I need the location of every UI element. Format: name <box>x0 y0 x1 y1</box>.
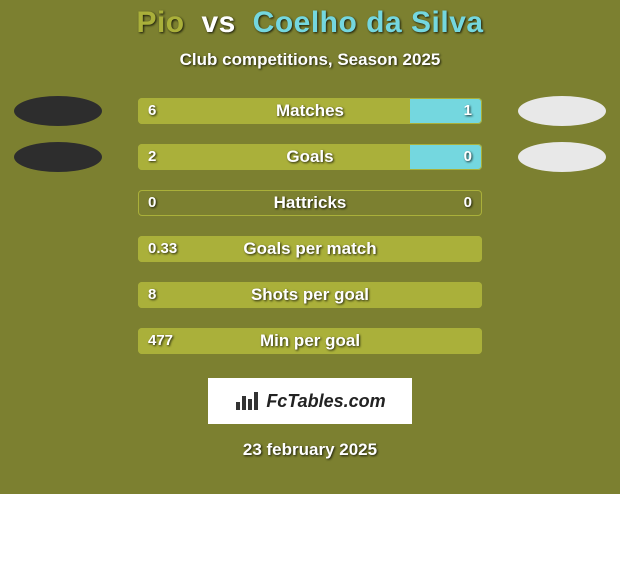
stat-row: 0.33Goals per match <box>0 236 620 262</box>
bar-segment-left <box>138 236 482 262</box>
comparison-panel: Pio vs Coelho da Silva Club competitions… <box>0 0 620 494</box>
stat-value-right: 1 <box>454 98 482 124</box>
stat-row: 20Goals <box>0 144 620 170</box>
bar-track <box>138 282 482 308</box>
page-title: Pio vs Coelho da Silva <box>136 6 483 40</box>
canvas: Pio vs Coelho da Silva Club competitions… <box>0 0 620 580</box>
bar-track <box>138 328 482 354</box>
stat-row: 00Hattricks <box>0 190 620 216</box>
bar-segment-left <box>138 282 482 308</box>
stat-row: 8Shots per goal <box>0 282 620 308</box>
bar-track <box>138 144 482 170</box>
stat-value-left: 477 <box>138 328 183 354</box>
stat-row: 61Matches <box>0 98 620 124</box>
title-player1: Pio <box>136 6 184 39</box>
avatar-right <box>518 96 606 126</box>
bar-segment-left <box>138 328 482 354</box>
title-player2: Coelho da Silva <box>253 6 484 39</box>
stat-value-left: 8 <box>138 282 166 308</box>
chart-bars-icon <box>234 390 260 412</box>
stat-value-left: 6 <box>138 98 166 124</box>
avatar-left <box>14 142 102 172</box>
stat-value-left: 0 <box>138 190 166 216</box>
stat-value-left: 0.33 <box>138 236 187 262</box>
avatar-left <box>14 96 102 126</box>
stat-row: 477Min per goal <box>0 328 620 354</box>
stat-value-left: 2 <box>138 144 166 170</box>
subtitle: Club competitions, Season 2025 <box>180 50 441 70</box>
bar-track <box>138 190 482 216</box>
logo-box: FcTables.com <box>208 378 412 424</box>
stat-rows: 61Matches20Goals00Hattricks0.33Goals per… <box>0 98 620 354</box>
bar-track <box>138 236 482 262</box>
avatar-right <box>518 142 606 172</box>
stat-value-right: 0 <box>454 144 482 170</box>
date-line: 23 february 2025 <box>243 440 377 460</box>
logo-text: FcTables.com <box>266 391 385 412</box>
stat-value-right: 0 <box>454 190 482 216</box>
bar-segment-left <box>138 144 410 170</box>
title-vs: vs <box>201 6 235 39</box>
bar-track <box>138 98 482 124</box>
bar-segment-left <box>138 98 410 124</box>
